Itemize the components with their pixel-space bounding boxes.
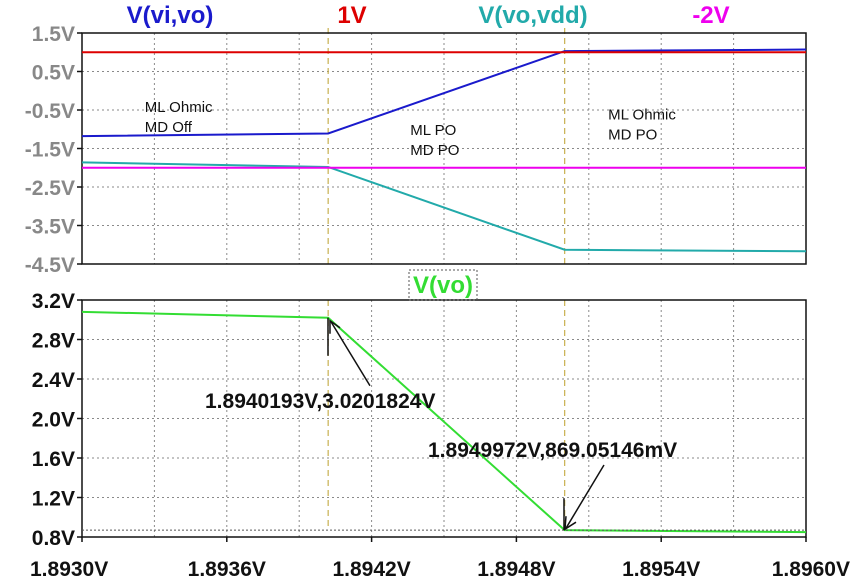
legend-label: V(vi,vo) [127, 2, 214, 29]
cursor-arrow [566, 465, 604, 528]
cursor-readout-1: 1.8940193V,3.0201824V [205, 390, 435, 413]
trace-title: V(vo) [413, 272, 473, 299]
y-tick-label: -1.5V [25, 139, 75, 162]
region-annotation: MD Off [145, 119, 193, 136]
bottom-pane: 3.2V 2.8V 2.4V 2.0V 1.6V 1.2V 0.8V V(vo) 1.8930V… [30, 270, 850, 581]
region-annotation: ML PO [410, 122, 456, 139]
x-tick-label: 1.8930V [30, 558, 108, 581]
x-tick-label: 1.8954V [622, 558, 700, 581]
y-tick-label: 2.8V [32, 330, 75, 353]
x-tick-label: 1.8960V [772, 558, 850, 581]
x-tick-label: 1.8936V [188, 558, 266, 581]
y-tick-label: 1.5V [32, 23, 75, 46]
y-tick-label: 2.4V [32, 369, 75, 392]
region-annotation: ML Ohmic [145, 99, 213, 116]
series-line [82, 162, 806, 251]
series-line [82, 312, 806, 532]
x-tick-label: 1.8948V [477, 558, 555, 581]
y-tick-label: 1.6V [32, 448, 75, 471]
cursor-arrow [331, 322, 370, 386]
y-tick-label: 0.5V [32, 62, 75, 85]
region-annotation: MD PO [608, 127, 657, 144]
y-tick-label: -2.5V [25, 177, 75, 200]
region-annotation: ML Ohmic [608, 107, 676, 124]
region-annotation: MD PO [410, 142, 459, 159]
x-tick-label: 1.8942V [332, 558, 410, 581]
cursor-readout-2: 1.8949972V,869.05146mV [428, 439, 677, 462]
y-tick-label: 2.0V [32, 409, 75, 432]
legend-label: 1V [337, 2, 366, 29]
y-tick-label: -3.5V [25, 216, 75, 239]
top-pane: 1.5V 0.5V -0.5V -1.5V -2.5V -3.5V -4.5V V(vi,vo… [25, 2, 806, 277]
y-tick-label: 0.8V [32, 527, 75, 550]
y-tick-label: 1.2V [32, 488, 75, 511]
y-tick-label: 3.2V [32, 290, 75, 313]
legend-label: -2V [692, 2, 729, 29]
y-tick-label: -0.5V [25, 100, 75, 123]
legend-label: V(vo,vdd) [478, 2, 587, 29]
y-tick-label: -4.5V [25, 254, 75, 277]
